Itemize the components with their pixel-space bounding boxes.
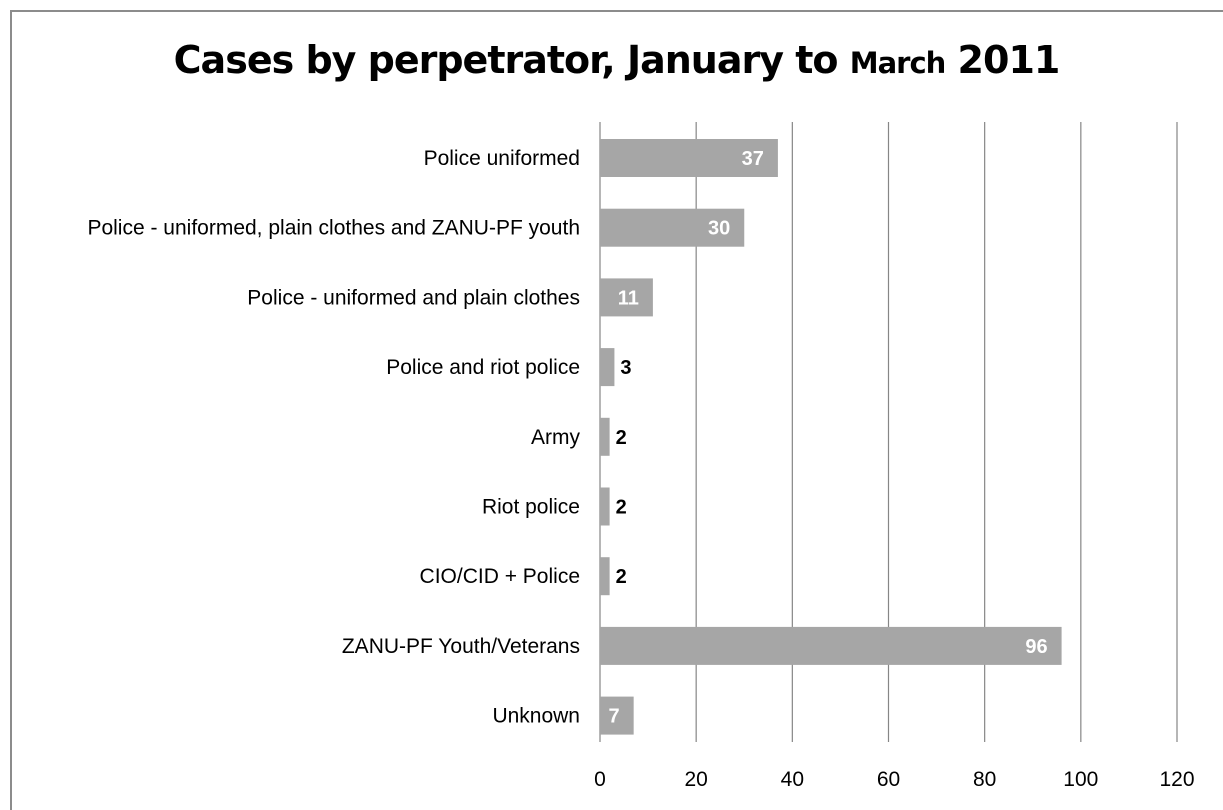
category-label: Army — [531, 426, 580, 449]
category-label: Police uniformed — [424, 147, 580, 170]
category-label: Police and riot police — [386, 356, 580, 379]
bar — [600, 278, 653, 317]
bar — [600, 348, 615, 387]
category-label: CIO/CID + Police — [420, 565, 580, 588]
data-label: 30 — [708, 218, 730, 240]
x-tick-label: 60 — [877, 768, 900, 791]
category-labels: Police uniformed Police - uniformed, plai… — [87, 147, 580, 728]
x-axis-ticks: 0 20 40 60 80 100 120 — [594, 768, 1194, 791]
data-label: 7 — [609, 706, 620, 728]
x-tick-label: 120 — [1159, 768, 1194, 791]
chart-title: Cases by perpetrator, January to March 2… — [0, 38, 1223, 82]
data-label: 2 — [616, 566, 627, 588]
chart-frame — [10, 10, 1223, 810]
bar — [600, 208, 745, 247]
bars — [600, 139, 1062, 735]
category-label: ZANU-PF Youth/Veterans — [342, 635, 580, 658]
bar — [600, 487, 610, 526]
chart-title-part-1: Cases by perpetrator, January to — [173, 38, 850, 82]
bar — [600, 417, 610, 456]
bar — [600, 696, 634, 735]
data-label: 11 — [618, 287, 639, 309]
x-tick-label: 100 — [1063, 768, 1098, 791]
bar — [600, 139, 778, 177]
data-label: 3 — [620, 357, 631, 379]
data-label: 96 — [1025, 636, 1047, 658]
category-label: Police - uniformed, plain clothes and ZA… — [87, 217, 580, 240]
category-label: Police - uniformed and plain clothes — [247, 286, 580, 309]
bar — [600, 557, 610, 596]
chart-title-part-2: March — [849, 46, 947, 80]
data-label: 2 — [616, 497, 627, 519]
data-label: 37 — [742, 148, 764, 170]
data-label: 2 — [616, 427, 627, 449]
chart-title-part-3: 2011 — [945, 38, 1061, 82]
x-tick-label: 20 — [684, 768, 707, 791]
x-tick-label: 80 — [973, 768, 996, 791]
x-tick-label: 40 — [781, 768, 804, 791]
data-labels: 37 30 11 3 2 2 2 96 7 — [609, 148, 1048, 728]
category-label: Riot police — [482, 496, 580, 519]
x-tick-label: 0 — [594, 768, 606, 791]
category-label: Unknown — [492, 705, 580, 728]
bar — [600, 626, 1062, 665]
